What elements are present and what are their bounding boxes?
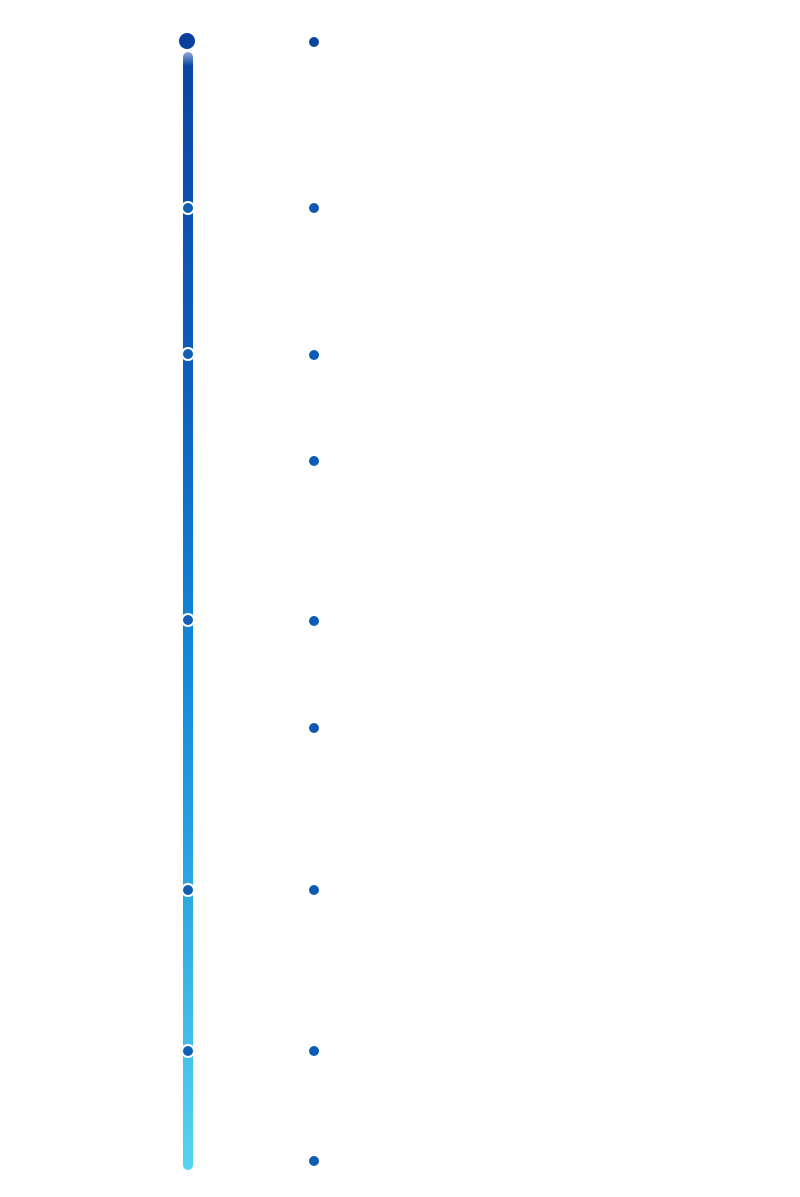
entry-bullet bbox=[309, 1046, 319, 1056]
entry-bullet bbox=[309, 1156, 319, 1166]
entry-bullet bbox=[309, 723, 319, 733]
entry-bullet bbox=[309, 885, 319, 895]
timeline-start-dot bbox=[179, 33, 195, 49]
entry-bullet bbox=[309, 203, 319, 213]
timeline-marker bbox=[181, 883, 195, 897]
timeline-track bbox=[183, 52, 193, 1170]
entry-bullet bbox=[309, 456, 319, 466]
timeline-marker bbox=[181, 347, 195, 361]
entry-bullet bbox=[309, 350, 319, 360]
entry-bullet bbox=[309, 616, 319, 626]
timeline-marker bbox=[181, 613, 195, 627]
timeline-marker bbox=[181, 201, 195, 215]
entry-bullet bbox=[309, 37, 319, 47]
timeline-marker bbox=[181, 1044, 195, 1058]
